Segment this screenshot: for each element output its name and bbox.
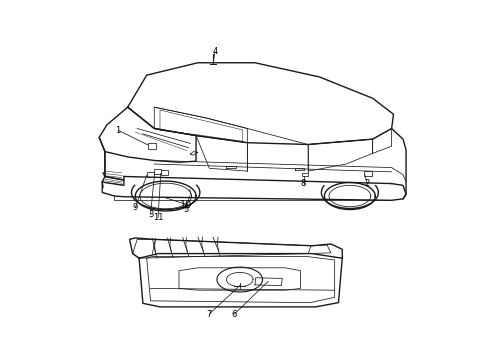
Text: 11: 11 [153, 213, 163, 222]
Text: 1: 1 [116, 126, 121, 135]
Text: 7: 7 [207, 310, 212, 319]
Text: 9: 9 [133, 203, 138, 212]
Text: 3: 3 [148, 210, 153, 219]
Text: 2: 2 [365, 179, 370, 188]
Bar [148, 143, 156, 149]
Bar [302, 172, 308, 176]
Text: 5: 5 [183, 205, 189, 214]
Text: 6: 6 [232, 310, 237, 319]
Bar [147, 172, 153, 177]
Text: 4: 4 [213, 47, 218, 56]
Text: 8: 8 [301, 179, 306, 188]
Text: 10: 10 [180, 199, 193, 210]
Bar [161, 170, 168, 175]
Bar [154, 169, 161, 174]
Bar [364, 171, 372, 176]
